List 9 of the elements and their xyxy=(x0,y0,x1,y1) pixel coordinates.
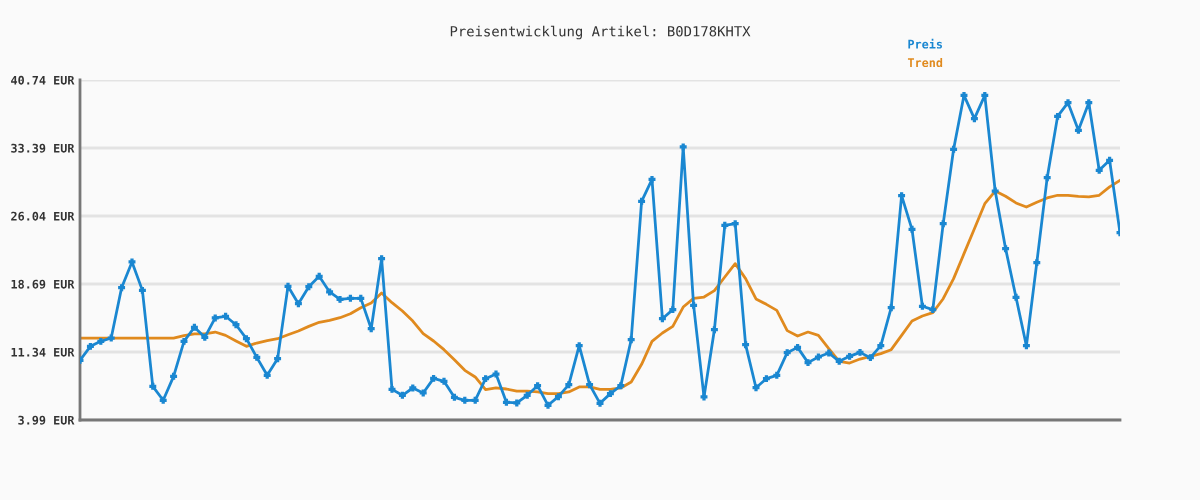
y-tick-label: 40.74 EUR xyxy=(11,75,75,85)
y-tick-label: 33.39 EUR xyxy=(11,143,75,153)
text: Preis xyxy=(908,38,943,49)
y-tick-label: 26.04 EUR xyxy=(11,211,75,221)
y-tick-label: 11.34 EUR xyxy=(11,347,75,357)
y-tick-label: 18.69 EUR xyxy=(11,279,75,289)
y-tick-label: 3.99 EUR xyxy=(18,415,75,425)
chart-title: Preisentwicklung Artikel: B0D178KHTX xyxy=(450,25,751,40)
text: Trend xyxy=(907,57,943,68)
